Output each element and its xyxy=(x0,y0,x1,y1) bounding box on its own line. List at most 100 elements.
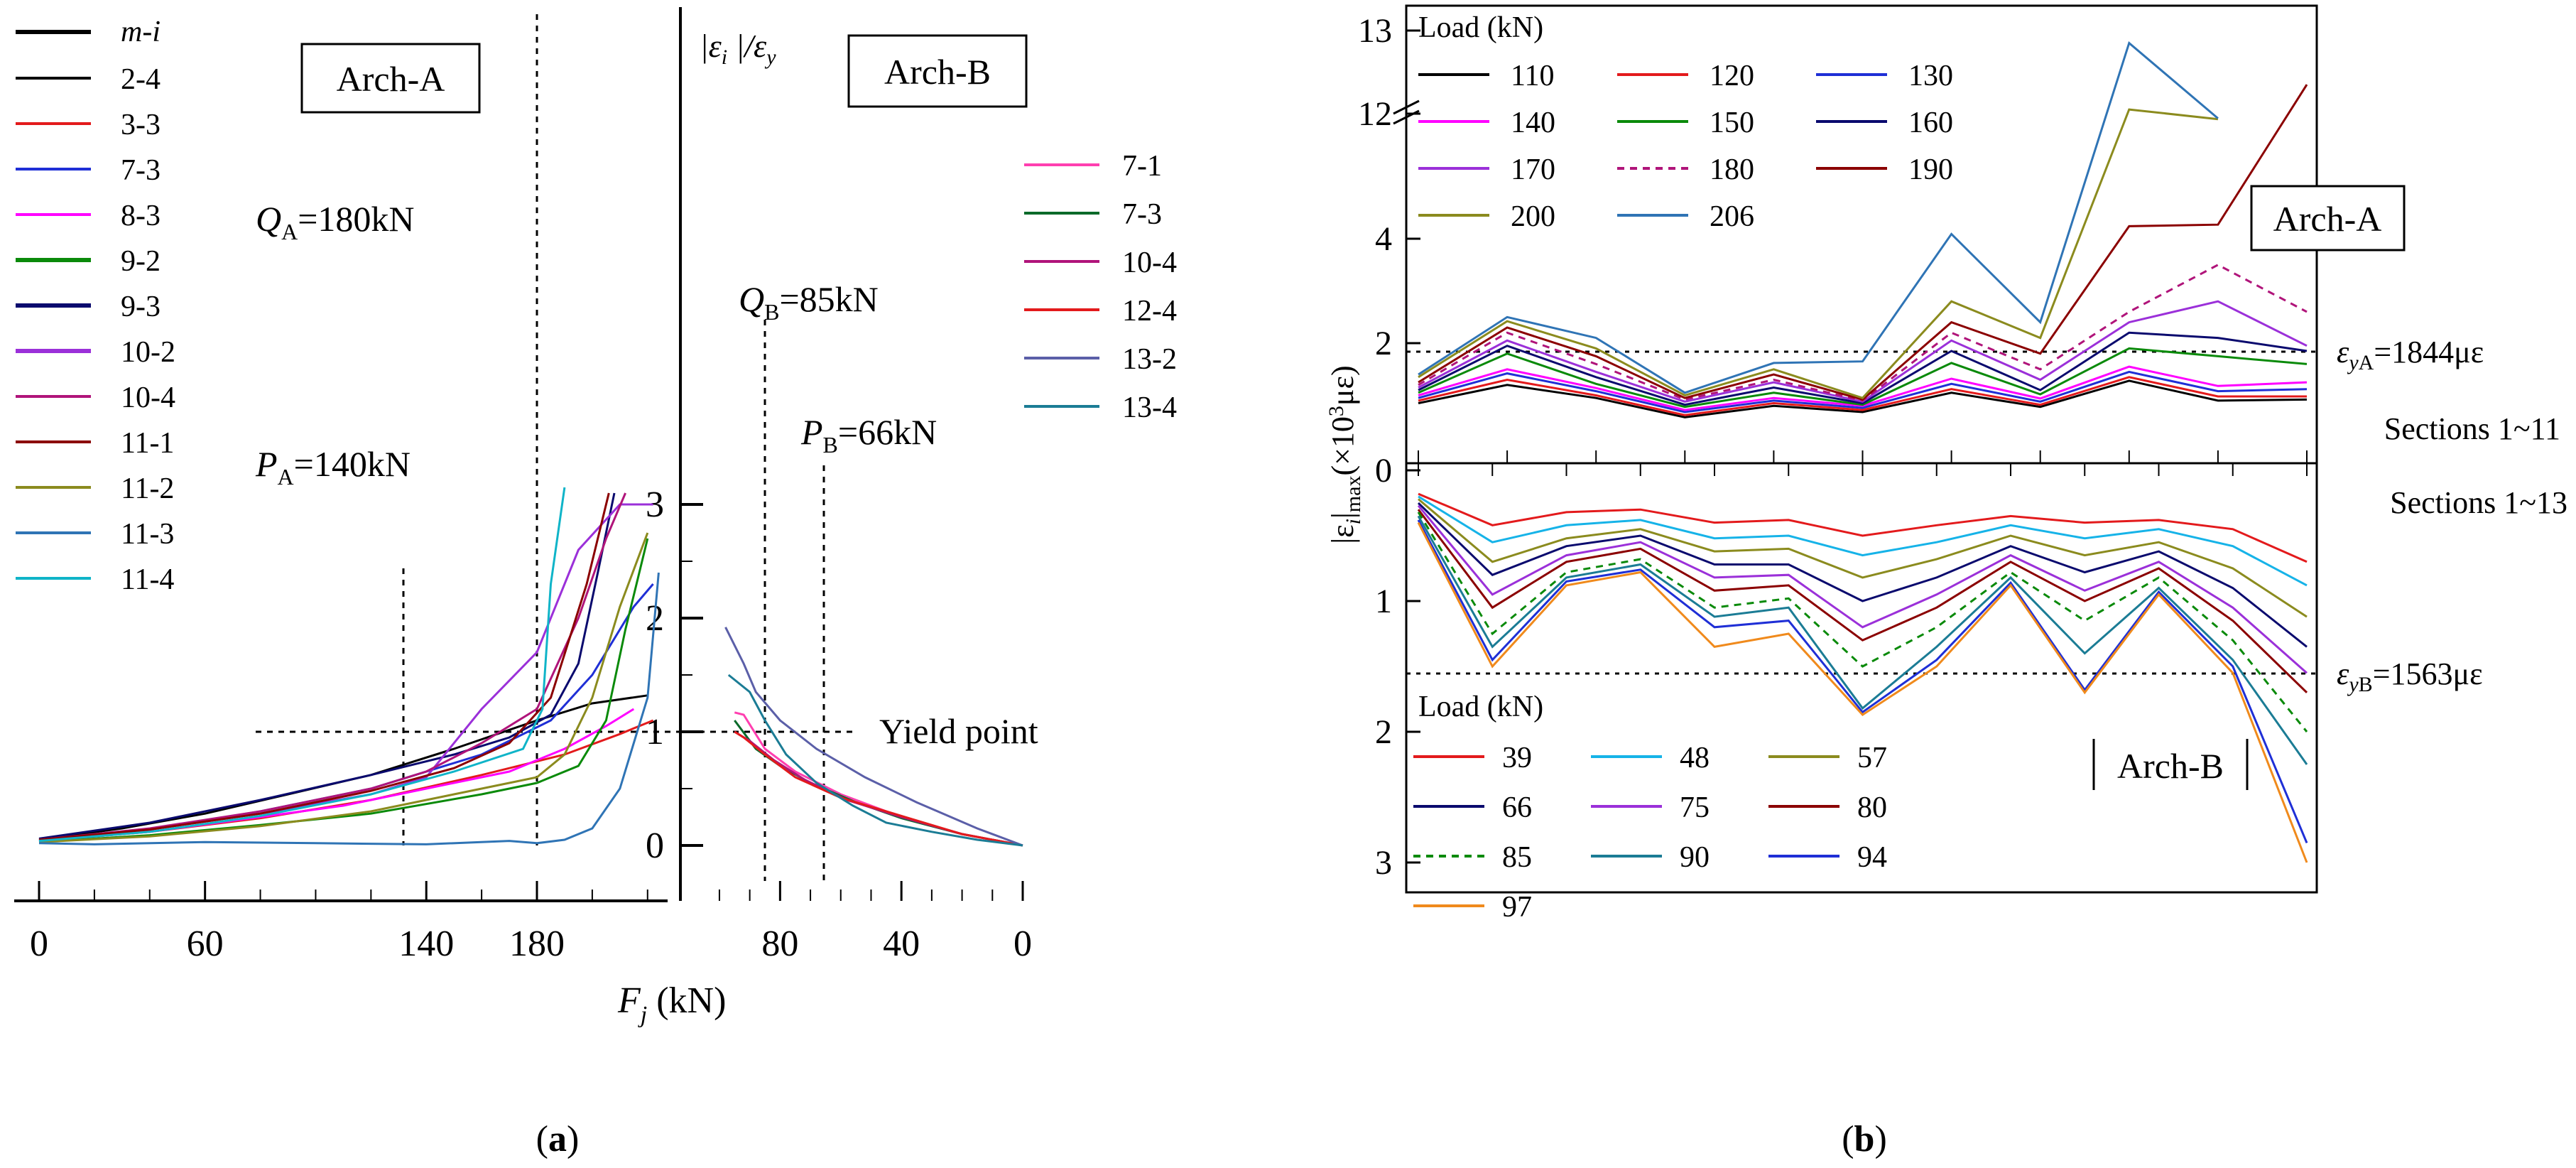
a-x-tick-label: 40 xyxy=(883,924,920,964)
b-bot-y-tick-label: 3 xyxy=(1375,844,1392,882)
series-left-2-4 xyxy=(38,694,648,841)
b-bot-legend-label-66: 66 xyxy=(1502,791,1532,824)
b-bot-legend-label-80: 80 xyxy=(1857,791,1887,824)
panel-b-caption: (b) xyxy=(1842,1119,1887,1159)
b-top-series-160 xyxy=(1418,331,2308,406)
b-top-series-120 xyxy=(1418,376,2307,416)
a-x-axis-label: Fj (kN) xyxy=(617,980,726,1028)
b-top-y-tick-label: 12 xyxy=(1358,95,1392,133)
b-y-axis-label: |εi|max(×103με) xyxy=(1325,365,1365,544)
b-top-series-130 xyxy=(1418,370,2308,413)
legend-label-11-2: 11-2 xyxy=(121,472,174,505)
b-bot-legend-label-48: 48 xyxy=(1680,742,1710,774)
a-legend-left: m-i 2-4 3-3 7-3 8-3 9-2 9-3 10-2 10-4 11-1 11-2 11… xyxy=(16,16,175,596)
legend-label-7-3: 7-3 xyxy=(121,154,161,187)
b-frame xyxy=(1405,4,2318,894)
b-top-y-tick-label: 4 xyxy=(1375,220,1392,258)
series-right-12-4 xyxy=(734,730,1023,847)
b-bot-y-tick-label: 1 xyxy=(1375,583,1392,620)
b-bot-legend: 39 48 57 66 75 80 85 90 94 97 xyxy=(1413,742,1887,924)
legend-label-b-7-1: 7-1 xyxy=(1122,150,1162,183)
arch-b-box xyxy=(847,34,1028,108)
b-top-y-tick-label: 13 xyxy=(1358,12,1392,50)
sections-b-label: Sections 1~13 xyxy=(2390,485,2567,520)
legend-label-10-2: 10-2 xyxy=(121,336,175,369)
b-bot-series-90 xyxy=(1417,515,2308,765)
legend-label-b-7-3: 7-3 xyxy=(1122,198,1162,231)
b-top-legend-label-140: 140 xyxy=(1511,107,1555,139)
b-bot-series-94 xyxy=(1417,519,2308,843)
b-top-legend-title: Load (kN) xyxy=(1418,11,1543,44)
a-x-tick-label: 140 xyxy=(398,924,454,964)
pb-annotation: PB=66kN xyxy=(800,412,937,458)
qb-annotation: QB=85kN xyxy=(739,279,879,325)
b-arch-a-label: Arch-A xyxy=(2273,199,2382,239)
a-series-group xyxy=(38,487,1023,847)
b-top-legend-label-170: 170 xyxy=(1511,153,1555,186)
b-bot-legend-label-90: 90 xyxy=(1680,841,1710,874)
legend-label-b-12-4: 12-4 xyxy=(1122,295,1177,328)
yield-point-label: Yield point xyxy=(879,711,1038,751)
b-bot-series-group xyxy=(1417,492,2308,863)
b-top-legend-label-130: 130 xyxy=(1908,60,1953,92)
legend-label-2-4: 2-4 xyxy=(121,63,161,96)
arch-b-label: Arch-B xyxy=(884,52,991,92)
arch-a-label: Arch-A xyxy=(337,59,445,99)
b-bot-series-57 xyxy=(1418,498,2308,618)
series-left-8-3 xyxy=(38,708,635,843)
b-bot-ticks: 0 1 2 3 xyxy=(1375,452,2308,882)
b-top-series-150 xyxy=(1418,347,2308,409)
b-bot-legend-label-85: 85 xyxy=(1502,841,1532,874)
series-left-10-4 xyxy=(38,492,626,841)
yield-a-label: εyA=1844με xyxy=(2337,335,2484,374)
legend-label-b-10-4: 10-4 xyxy=(1122,247,1177,279)
b-bot-series-80 xyxy=(1417,509,2308,693)
legend-label-11-1: 11-1 xyxy=(121,427,174,460)
legend-label-3-3: 3-3 xyxy=(121,109,161,141)
legend-label-11-4: 11-4 xyxy=(121,563,174,596)
b-top-series-180 xyxy=(1418,264,2308,402)
legend-label-8-3: 8-3 xyxy=(121,200,161,232)
b-top-series-206 xyxy=(1418,41,2219,394)
series-left-11-1 xyxy=(38,492,610,841)
qa-annotation: QA=180kN xyxy=(256,199,415,244)
b-bot-legend-label-39: 39 xyxy=(1502,742,1532,774)
sections-a-label: Sections 1~11 xyxy=(2384,411,2560,446)
b-top-ticks: 2 4 12 13 xyxy=(1358,12,2308,463)
series-left-11-4 xyxy=(38,487,566,843)
series-left-9-3 xyxy=(38,492,616,840)
pa-annotation: PA=140kN xyxy=(255,444,411,490)
b-top-series-110 xyxy=(1418,379,2308,418)
series-right-13-4 xyxy=(727,674,1023,847)
b-top-legend-label-110: 110 xyxy=(1511,60,1554,92)
b-arch-a-box xyxy=(2250,185,2406,252)
b-bot-legend-label-75: 75 xyxy=(1680,791,1710,824)
b-bot-legend-label-57: 57 xyxy=(1857,742,1887,774)
legend-label-9-3: 9-3 xyxy=(121,291,161,323)
a-x-tick-label: 0 xyxy=(30,924,48,964)
series-left-11-2 xyxy=(38,532,649,843)
legend-label-9-2: 9-2 xyxy=(121,245,161,278)
b-bot-legend-title: Load (kN) xyxy=(1418,691,1543,723)
b-top-series-group xyxy=(1418,41,2308,418)
b-top-series-200 xyxy=(1418,108,2219,399)
b-bot-legend-label-94: 94 xyxy=(1857,841,1887,874)
legend-label-b-13-2: 13-2 xyxy=(1122,343,1177,376)
b-bot-series-97 xyxy=(1417,521,2308,863)
a-legend-right: 7-1 7-3 10-4 12-4 13-2 13-4 xyxy=(1024,150,1177,424)
legend-label-11-3: 11-3 xyxy=(121,518,174,551)
legend-header-label: m-i xyxy=(121,16,161,48)
a-x-tick-label: 60 xyxy=(187,924,224,964)
series-left-10-2 xyxy=(38,503,653,841)
b-top-legend-label-150: 150 xyxy=(1710,107,1754,139)
legend-label-10-4: 10-4 xyxy=(121,382,175,414)
b-bot-series-85 xyxy=(1417,512,2308,732)
b-top-legend: 110 120 130 140 150 160 170 180 190 200 206 xyxy=(1418,60,1953,233)
a-x-ticks: 0 60 140 180 80 40 0 xyxy=(30,881,1032,964)
axis-break-mark xyxy=(1393,99,1420,125)
b-bot-series-48 xyxy=(1418,495,2308,587)
